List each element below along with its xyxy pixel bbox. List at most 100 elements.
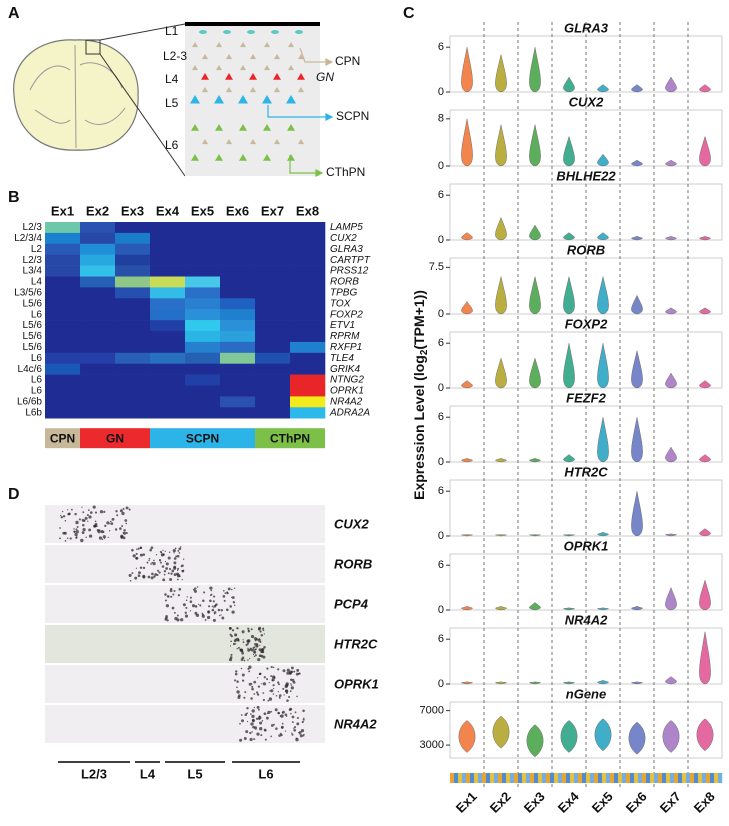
ish-signal xyxy=(259,645,260,646)
ish-signal xyxy=(136,549,137,550)
ish-signal xyxy=(254,637,257,640)
ish-signal xyxy=(208,605,210,607)
sample-strip xyxy=(630,773,634,783)
sample-strip xyxy=(526,773,530,783)
heatmap-cell xyxy=(185,386,220,397)
ish-signal xyxy=(168,556,171,559)
heatmap-cell xyxy=(255,342,290,353)
ish-signal xyxy=(175,548,177,550)
ish-signal xyxy=(190,610,191,611)
ish-signal xyxy=(275,727,278,730)
ish-signal xyxy=(264,633,265,634)
sample-strip xyxy=(510,773,514,783)
ish-signal xyxy=(103,535,106,538)
cluster-label: Ex3 xyxy=(521,789,548,816)
violin xyxy=(493,716,509,748)
ish-signal xyxy=(273,693,275,695)
ish-signal xyxy=(219,615,220,616)
ish-signal xyxy=(238,647,240,649)
ish-signal xyxy=(129,509,131,511)
ish-signal xyxy=(179,552,181,554)
ish-signal xyxy=(177,615,179,617)
ish-signal xyxy=(167,595,170,598)
row-gene-label: NR4A2 xyxy=(330,396,363,407)
row-gene-label: ETV1 xyxy=(330,320,355,331)
ish-signal xyxy=(93,506,96,509)
ish-signal xyxy=(138,574,141,577)
heatmap-cell xyxy=(255,277,290,288)
y-axis-label: Expression Level (log2(TPM+1)) xyxy=(411,290,430,500)
ish-signal xyxy=(103,511,105,513)
ish-signal xyxy=(244,691,246,693)
ish-signal xyxy=(119,527,122,530)
sample-strip xyxy=(622,773,626,783)
y-tick-label: 7.5 xyxy=(429,261,444,273)
ish-signal xyxy=(177,570,178,571)
heatmap-cell xyxy=(150,233,185,244)
heatmap-cell xyxy=(185,320,220,331)
layer-label: L2-3 xyxy=(163,49,187,63)
heatmap-cell xyxy=(220,255,255,266)
violin xyxy=(699,137,710,166)
ish-signal xyxy=(148,576,151,579)
ish-signal xyxy=(234,605,235,606)
heatmap-cell xyxy=(115,277,150,288)
heatmap-cell xyxy=(185,233,220,244)
violin xyxy=(563,455,574,462)
sample-strip xyxy=(718,773,722,783)
ish-signal xyxy=(273,667,275,669)
violin xyxy=(495,458,506,462)
ish-signal xyxy=(131,549,134,552)
heatmap-cell xyxy=(220,222,255,233)
row-layer-label: L3/5/6 xyxy=(14,287,42,298)
ish-signal xyxy=(303,719,305,721)
heatmap-cell xyxy=(45,396,80,407)
ish-signal xyxy=(162,578,165,581)
ish-signal xyxy=(244,660,246,662)
heatmap-cell xyxy=(220,342,255,353)
ish-signal xyxy=(230,654,232,656)
ish-signal xyxy=(235,673,238,676)
cluster-label: Ex5 xyxy=(589,789,616,816)
ish-signal xyxy=(296,669,299,672)
violin xyxy=(631,606,642,610)
ish-signal xyxy=(263,646,266,649)
row-layer-label: L2/3 xyxy=(23,255,43,266)
y-tick-label: 3000 xyxy=(420,739,444,751)
ish-signal xyxy=(236,686,238,688)
ish-signal xyxy=(241,668,243,670)
heatmap-cell xyxy=(80,309,115,320)
ish-signal xyxy=(87,521,88,522)
ish-signal xyxy=(286,672,289,675)
ish-signal xyxy=(134,577,137,580)
ish-image xyxy=(45,505,325,543)
class-label: CThPN xyxy=(270,431,310,445)
ish-signal xyxy=(262,692,264,694)
ish-signal xyxy=(116,514,118,516)
ish-signal xyxy=(156,554,157,555)
heatmap-cell xyxy=(80,375,115,386)
ish-signal xyxy=(173,552,174,553)
ish-signal xyxy=(172,607,175,610)
heatmap-cell xyxy=(80,277,115,288)
ish-signal xyxy=(291,734,293,736)
layer-label: L5 xyxy=(165,96,179,110)
ish-signal xyxy=(187,596,188,597)
ish-signal xyxy=(211,590,213,592)
sample-strip xyxy=(586,773,590,783)
class-label: CPN xyxy=(50,431,75,445)
ish-signal xyxy=(235,670,237,672)
heatmap-cell xyxy=(45,320,80,331)
heatmap-cell xyxy=(150,342,185,353)
ish-signal xyxy=(266,717,269,720)
ish-signal xyxy=(292,679,295,682)
violin xyxy=(663,720,679,752)
ish-signal xyxy=(154,573,157,576)
ish-signal xyxy=(65,520,67,522)
row-layer-label: L4c/6 xyxy=(18,364,43,375)
ish-signal xyxy=(257,706,260,709)
violin xyxy=(461,381,472,388)
ish-signal xyxy=(282,723,284,725)
sample-strip xyxy=(478,773,482,783)
